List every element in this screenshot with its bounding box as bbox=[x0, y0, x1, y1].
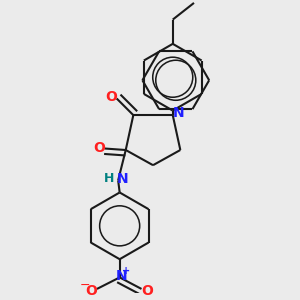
Text: O: O bbox=[105, 90, 117, 104]
Text: N: N bbox=[116, 269, 127, 283]
Text: N: N bbox=[172, 106, 184, 120]
Text: N: N bbox=[117, 172, 128, 186]
Text: O: O bbox=[142, 284, 154, 298]
Text: +: + bbox=[122, 266, 130, 276]
Text: −: − bbox=[80, 279, 91, 292]
Text: O: O bbox=[93, 142, 105, 155]
Text: H: H bbox=[104, 172, 114, 185]
Text: O: O bbox=[85, 284, 97, 298]
